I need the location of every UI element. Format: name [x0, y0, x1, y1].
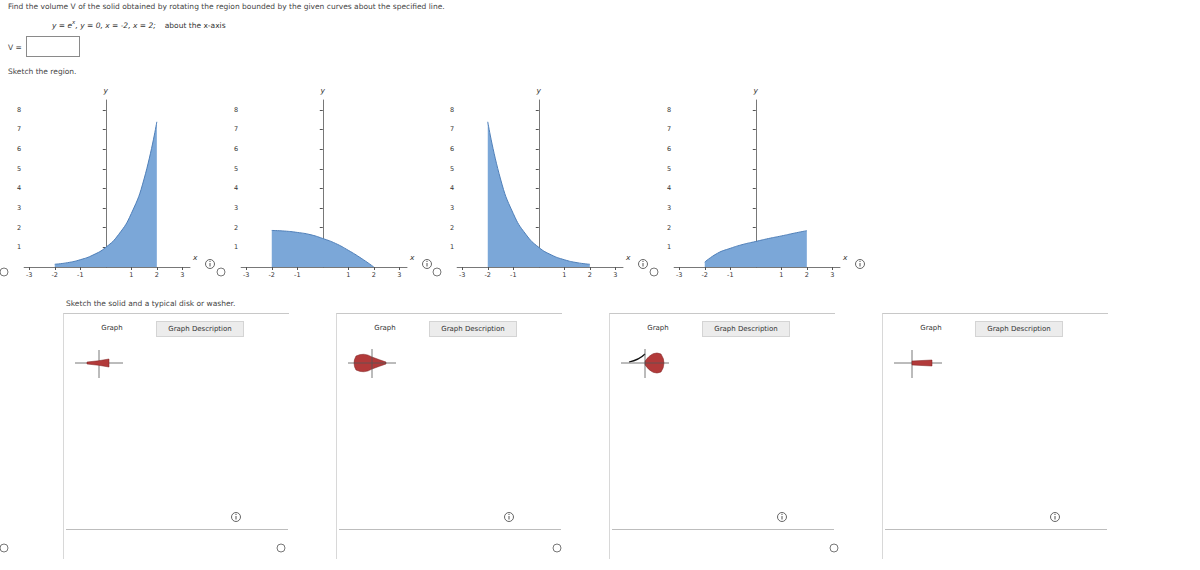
svg-text:x: x [192, 253, 198, 262]
svg-text:y: y [319, 86, 325, 95]
svg-text:x: x [625, 253, 631, 262]
svg-text:x: x [409, 253, 415, 262]
svg-text:3: 3 [17, 204, 21, 212]
svg-text:-3: -3 [26, 271, 32, 279]
svg-text:7: 7 [233, 125, 237, 133]
html-text:Graph Description: Graph Description [714, 325, 778, 333]
svg-text:8: 8 [666, 106, 670, 114]
svg-text:-2: -2 [485, 271, 491, 279]
svg-text:y: y [536, 86, 542, 95]
svg-text:3: 3 [180, 271, 184, 279]
svg-text:-3: -3 [459, 271, 465, 279]
svg-text:2: 2 [233, 224, 237, 232]
svg-text:3: 3 [397, 271, 401, 279]
svg-text:2: 2 [155, 271, 159, 279]
html-text:Graph Description: Graph Description [441, 325, 505, 333]
html-text:Find the volume V of the solid: Find the volume V of the solid obtained … [8, 2, 445, 11]
html-text:Sketch the region.: Sketch the region. [8, 67, 77, 76]
svg-text:6: 6 [233, 145, 237, 153]
svg-text:-2: -2 [268, 271, 274, 279]
svg-text:1: 1 [346, 271, 350, 279]
svg-text:-3: -3 [242, 271, 248, 279]
svg-text:y: y [752, 86, 758, 95]
svg-text:2: 2 [588, 271, 592, 279]
svg-text:1: 1 [233, 243, 237, 251]
svg-text:7: 7 [666, 125, 670, 133]
svg-text:6: 6 [17, 145, 21, 153]
svg-text:-2: -2 [52, 271, 58, 279]
svg-text:2: 2 [666, 224, 670, 232]
svg-text:3: 3 [450, 204, 454, 212]
svg-text:4: 4 [450, 184, 454, 192]
svg-text:8: 8 [233, 106, 237, 114]
svg-text:2: 2 [371, 271, 375, 279]
svg-text:1: 1 [450, 243, 454, 251]
svg-text:6: 6 [666, 145, 670, 153]
svg-text:1: 1 [129, 271, 133, 279]
svg-text:3: 3 [666, 204, 670, 212]
html-text:Graph: Graph [920, 324, 942, 332]
svg-text:3: 3 [233, 204, 237, 212]
svg-text:6: 6 [450, 145, 454, 153]
html-text:V =: V = [8, 43, 22, 52]
html-text:about the x-axis: about the x-axis [164, 20, 226, 30]
svg-text:2: 2 [450, 224, 454, 232]
svg-text:5: 5 [233, 165, 237, 173]
svg-text:7: 7 [17, 125, 21, 133]
svg-text:x: x [842, 253, 848, 262]
svg-text:1: 1 [17, 243, 21, 251]
html-text:Graph Description: Graph Description [168, 325, 232, 333]
svg-text:4: 4 [233, 184, 237, 192]
svg-text:1: 1 [562, 271, 566, 279]
svg-text:4: 4 [666, 184, 670, 192]
svg-text:3: 3 [830, 271, 834, 279]
svg-text:5: 5 [450, 165, 454, 173]
svg-text:4: 4 [17, 184, 21, 192]
svg-text:2: 2 [804, 271, 808, 279]
svg-text:2: 2 [17, 224, 21, 232]
html-text:Graph: Graph [101, 324, 123, 332]
svg-text:-3: -3 [675, 271, 681, 279]
svg-text:8: 8 [450, 106, 454, 114]
svg-text:5: 5 [666, 165, 670, 173]
svg-text:-1: -1 [77, 271, 83, 279]
html-text:Graph Description: Graph Description [987, 325, 1051, 333]
html-text:Graph: Graph [374, 324, 396, 332]
svg-text:-1: -1 [294, 271, 300, 279]
svg-text:-1: -1 [727, 271, 733, 279]
svg-text:1: 1 [666, 243, 670, 251]
svg-text:1: 1 [779, 271, 783, 279]
svg-text:-2: -2 [701, 271, 707, 279]
svg-text:8: 8 [17, 106, 21, 114]
html-text:Graph: Graph [647, 324, 669, 332]
svg-text:5: 5 [17, 165, 21, 173]
svg-text:y: y [103, 86, 109, 95]
svg-text:7: 7 [450, 125, 454, 133]
svg-text:-1: -1 [510, 271, 516, 279]
html-text:y = ex, y = 0, x = -2, x = 2;: y = ex, y = 0, x = -2, x = 2; [52, 19, 156, 30]
svg-text:3: 3 [613, 271, 617, 279]
html-text:Sketch the solid and a typical: Sketch the solid and a typical disk or w… [66, 299, 236, 308]
